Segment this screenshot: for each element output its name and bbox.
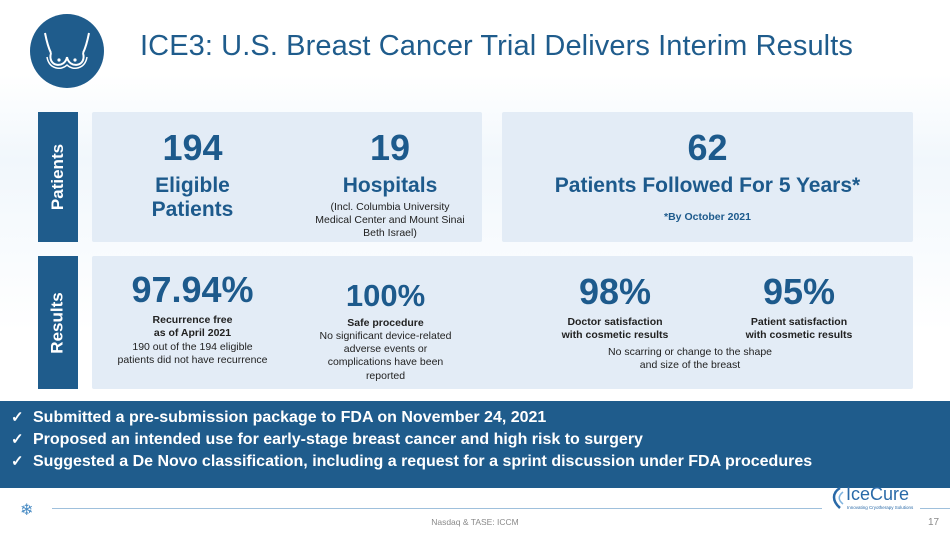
- banner-item-text: Suggested a De Novo classification, incl…: [33, 453, 813, 470]
- tab-patients-label: Patients: [48, 143, 68, 211]
- check-icon: ✓: [11, 409, 24, 426]
- eligible-label-2: Patients: [151, 198, 234, 222]
- patient-title-1: Patient satisfaction: [750, 316, 848, 328]
- cosmetic-note-2: and size of the breast: [639, 359, 741, 372]
- doctor-title-1: Doctor satisfaction: [567, 316, 663, 328]
- banner-item: ✓ Submitted a pre-submission package to …: [11, 407, 950, 429]
- breast-icon: [30, 14, 104, 88]
- patient-title-2: with cosmetic results: [745, 329, 853, 342]
- safety-stat: 100% Safe procedure No significant devic…: [298, 280, 473, 383]
- brand-name: IceCure: [846, 484, 910, 504]
- hospitals-value: 19: [369, 127, 411, 168]
- hospitals-label: Hospitals: [342, 174, 438, 197]
- followed-label: Patients Followed For 5 Years*: [554, 174, 861, 197]
- footer-divider: [52, 508, 822, 509]
- check-icon: ✓: [11, 453, 24, 470]
- hospitals-note-1: (Incl. Columbia University: [330, 201, 450, 214]
- recurrence-value: 97.94%: [131, 269, 254, 310]
- cosmetic-note-1: No scarring or change to the shape: [607, 346, 773, 358]
- patient-stat: 95% Patient satisfaction with cosmetic r…: [724, 274, 874, 342]
- tab-results-label: Results: [48, 291, 68, 354]
- safety-desc-3: complications have been: [327, 356, 444, 369]
- recurrence-title-2: as of April 2021: [153, 327, 232, 340]
- banner-item-text: Proposed an intended use for early-stage…: [33, 431, 643, 448]
- safety-desc-1: No significant device-related: [319, 330, 452, 343]
- results-card: [92, 256, 913, 389]
- cosmetic-note: No scarring or change to the shape and s…: [560, 346, 820, 372]
- eligible-label-1: Eligible: [155, 174, 230, 197]
- snowflake-icon: ❄: [20, 502, 34, 519]
- banner-item: ✓ Proposed an intended use for early-sta…: [11, 429, 950, 451]
- safety-desc-2: adverse events or: [343, 343, 428, 356]
- eligible-stat: 194 Eligible Patients: [110, 130, 275, 222]
- hospitals-note-2: Medical Center and Mount Sinai: [315, 214, 465, 227]
- recurrence-title-1: Recurrence free: [152, 314, 233, 326]
- brand-logo: IceCure Innovating Cryotherapy Solutions: [828, 484, 924, 514]
- hospitals-stat: 19 Hospitals (Incl. Columbia University …: [300, 130, 480, 241]
- hospitals-note-3: Beth Israel): [363, 227, 417, 240]
- brand-mark-icon: [832, 487, 844, 509]
- safety-value: 100%: [345, 278, 426, 313]
- recurrence-stat: 97.94% Recurrence free as of April 2021 …: [100, 272, 285, 368]
- banner-item: ✓ Suggested a De Novo classification, in…: [11, 451, 950, 473]
- footer-divider-right: [920, 508, 950, 509]
- patients-card: [92, 112, 482, 242]
- followed-value: 62: [687, 127, 728, 168]
- safety-title: Safe procedure: [347, 317, 424, 329]
- safety-desc-4: reported: [365, 369, 406, 382]
- page-number: 17: [928, 517, 940, 528]
- followed-card: [502, 112, 913, 242]
- eligible-value: 194: [162, 127, 223, 168]
- footer-ticker: Nasdaq & TASE: ICCM: [431, 517, 519, 527]
- banner-item-text: Submitted a pre-submission package to FD…: [33, 409, 547, 426]
- recurrence-desc-2: patients did not have recurrence: [117, 354, 268, 367]
- followed-stat: 62 Patients Followed For 5 Years* *By Oc…: [502, 127, 913, 224]
- doctor-stat: 98% Doctor satisfaction with cosmetic re…: [540, 274, 690, 342]
- brand-tagline: Innovating Cryotherapy Solutions: [847, 505, 914, 510]
- patient-value: 95%: [762, 271, 836, 312]
- tab-patients: Patients: [38, 112, 78, 242]
- tab-results: Results: [38, 256, 78, 389]
- followed-footnote: *By October 2021: [664, 211, 751, 224]
- doctor-title-2: with cosmetic results: [561, 329, 669, 342]
- doctor-value: 98%: [578, 271, 652, 312]
- fda-banner: ✓ Submitted a pre-submission package to …: [0, 401, 950, 488]
- check-icon: ✓: [11, 431, 24, 448]
- recurrence-desc-1: 190 out of the 194 eligible: [132, 341, 253, 354]
- page-title: ICE3: U.S. Breast Cancer Trial Delivers …: [140, 30, 853, 62]
